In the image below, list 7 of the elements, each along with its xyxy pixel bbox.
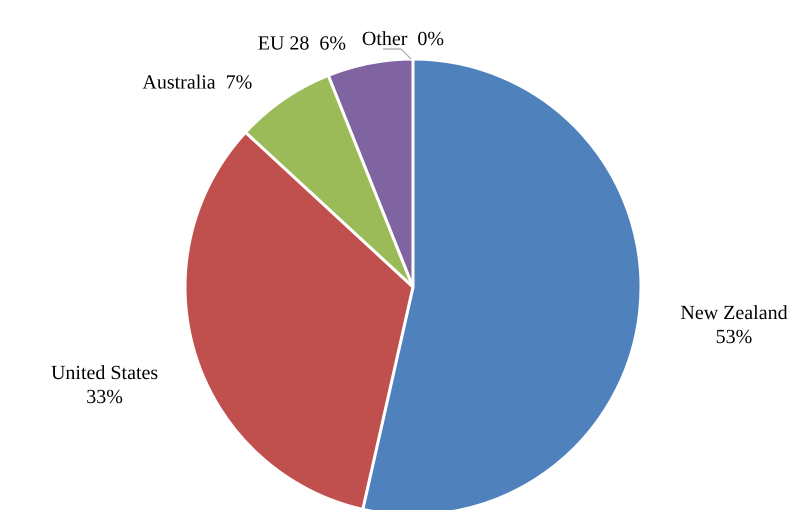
- category-label: Other 0%: [362, 28, 444, 50]
- data-label: 53%: [716, 326, 752, 348]
- slice-label: Australia 7%: [142, 72, 252, 94]
- slice-label: United States: [50, 362, 158, 384]
- slice-label: New Zealand: [680, 302, 788, 324]
- data-label: 33%: [86, 386, 123, 408]
- slice-label: EU 28 6%: [258, 32, 346, 54]
